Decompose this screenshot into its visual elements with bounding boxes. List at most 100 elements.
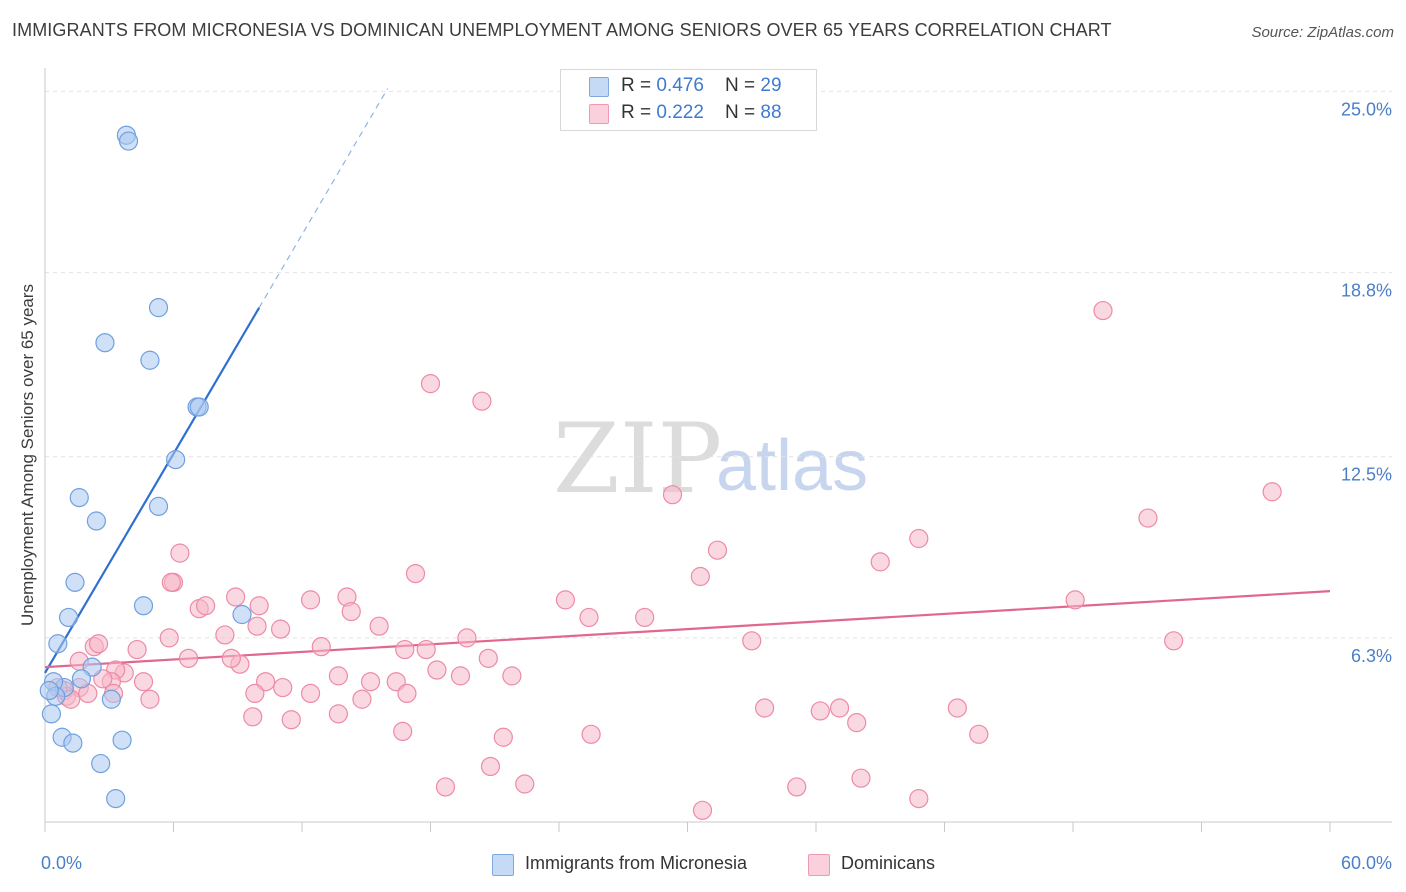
trend-line-0 [44,307,261,674]
watermark-atlas: atlas [716,426,868,506]
data-point-1-6 [909,528,929,549]
legend-r-value: 0.476 [656,75,704,96]
legend-swatch-dominicans [589,104,609,124]
data-point-1-47 [328,666,349,686]
data-point-1-56 [133,672,154,692]
data-point-0-21 [39,680,59,701]
data-point-1-80 [515,774,535,794]
data-point-1-70 [281,710,301,730]
data-point-1-16 [300,590,321,610]
data-point-1-31 [742,631,762,651]
data-point-0-3 [95,333,115,353]
data-point-1-83 [909,789,929,809]
legend-r-label: R = [621,75,657,96]
data-point-1-25 [369,616,389,636]
y-tick-label-1: 12.5% [1341,465,1392,485]
data-point-1-13 [161,572,181,592]
legend-r-value: 0.222 [656,102,704,123]
trend-line-extension-0 [258,88,389,308]
data-point-1-57 [273,677,293,698]
data-point-1-54 [502,666,522,686]
data-point-1-53 [450,666,471,686]
data-points [39,125,1282,820]
bottom-legend-label-dominicans: Dominicans [841,853,936,873]
data-point-1-15 [555,590,576,610]
y-tick-label-3: 25.0% [1341,99,1392,119]
data-point-0-14 [232,604,252,625]
data-point-0-11 [65,572,85,592]
data-point-1-58 [300,683,321,704]
data-point-1-39 [478,648,498,668]
legend: R = 0.476 N = 29 R = 0.222 N = 88 [560,69,817,131]
chart-title: IMMIGRANTS FROM MICRONESIA VS DOMINICAN … [12,20,1112,40]
data-point-1-26 [270,619,291,639]
data-point-1-2 [472,391,492,411]
data-point-0-12 [133,596,154,616]
legend-n-label: N = [725,75,761,96]
data-point-1-22 [579,607,599,628]
data-point-0-17 [71,669,92,689]
data-point-1-9 [170,543,190,563]
trend-line-1 [44,590,1331,669]
legend-r-label: R = [621,102,657,123]
data-point-0-2 [148,298,169,318]
data-point-1-4 [662,485,683,505]
data-point-1-20 [196,596,216,616]
data-point-1-28 [215,625,235,645]
data-point-1-61 [245,683,265,704]
data-point-0-8 [69,488,89,508]
data-point-0-28 [106,789,126,809]
data-point-1-32 [1164,631,1184,651]
series-0-points [39,125,252,809]
data-point-1-14 [226,587,246,607]
data-point-1-38 [127,639,147,660]
data-point-0-27 [91,753,111,774]
data-point-1-82 [787,777,807,797]
data-point-1-76 [581,724,601,744]
data-point-0-26 [112,730,132,750]
data-point-1-29 [159,628,179,648]
data-point-1-7 [707,540,728,560]
data-point-1-59 [397,683,417,704]
data-point-1-69 [328,704,349,724]
data-point-1-34 [88,634,109,654]
data-point-1-78 [851,768,871,788]
data-point-0-7 [166,450,186,470]
y-tick-label-0: 6.3% [1351,646,1392,666]
data-point-1-18 [249,596,269,616]
data-point-1-67 [140,689,160,709]
legend-n-label: N = [725,102,761,123]
data-point-0-1 [118,131,139,151]
trend-lines [44,88,1331,674]
data-point-1-5 [1138,508,1158,528]
data-point-1-10 [405,563,426,584]
data-point-0-25 [63,733,83,753]
data-point-1-35 [311,637,331,657]
data-point-1-1 [420,374,441,394]
data-point-1-0 [1093,300,1113,321]
data-point-1-87 [243,707,263,727]
data-point-1-23 [635,607,655,628]
source-note: Source: ZipAtlas.com [1251,24,1394,41]
data-point-1-11 [690,566,710,587]
data-point-1-84 [692,800,713,820]
data-point-1-72 [754,698,775,718]
data-point-0-4 [140,350,160,370]
data-point-0-23 [41,704,62,724]
watermark-zip: ZIP [553,403,722,515]
legend-swatch-micronesia [589,77,609,97]
legend-n-value: 29 [760,75,782,96]
data-point-1-46 [427,660,447,680]
x-tick-label-0: 0.0% [41,853,82,873]
bottom-legend-label-micronesia: Immigrants from Micronesia [525,853,748,873]
data-point-1-30 [457,628,477,648]
data-point-1-8 [870,552,890,572]
data-point-1-40 [178,648,199,668]
data-point-1-51 [360,672,381,692]
data-point-1-62 [352,689,372,709]
data-point-1-86 [969,724,989,744]
data-point-1-21 [341,601,361,622]
watermark: ZIP atlas [553,403,868,515]
bottom-legend-swatch-micronesia [492,854,514,876]
